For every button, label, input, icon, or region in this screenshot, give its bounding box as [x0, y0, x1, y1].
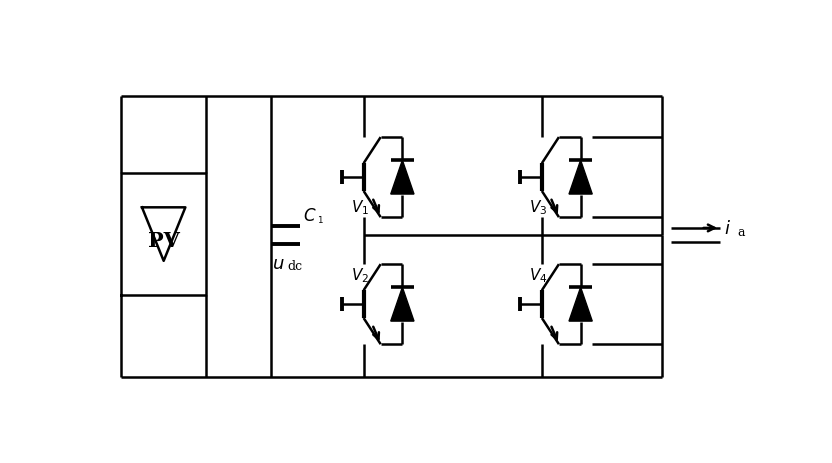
Polygon shape [569, 161, 592, 194]
Text: $V_4$: $V_4$ [528, 266, 547, 285]
Text: $u$: $u$ [272, 255, 285, 273]
Text: PV: PV [148, 231, 180, 250]
Text: dc: dc [288, 260, 303, 273]
Text: $i$: $i$ [724, 219, 731, 238]
Text: $C$: $C$ [303, 208, 317, 225]
Text: a: a [737, 226, 745, 239]
Text: $V_3$: $V_3$ [529, 198, 547, 216]
Polygon shape [391, 288, 414, 321]
Polygon shape [391, 161, 414, 194]
Text: $_{1}$: $_{1}$ [317, 213, 324, 225]
Text: $V_2$: $V_2$ [351, 266, 369, 285]
Polygon shape [569, 288, 592, 321]
Text: $V_1$: $V_1$ [350, 198, 369, 216]
